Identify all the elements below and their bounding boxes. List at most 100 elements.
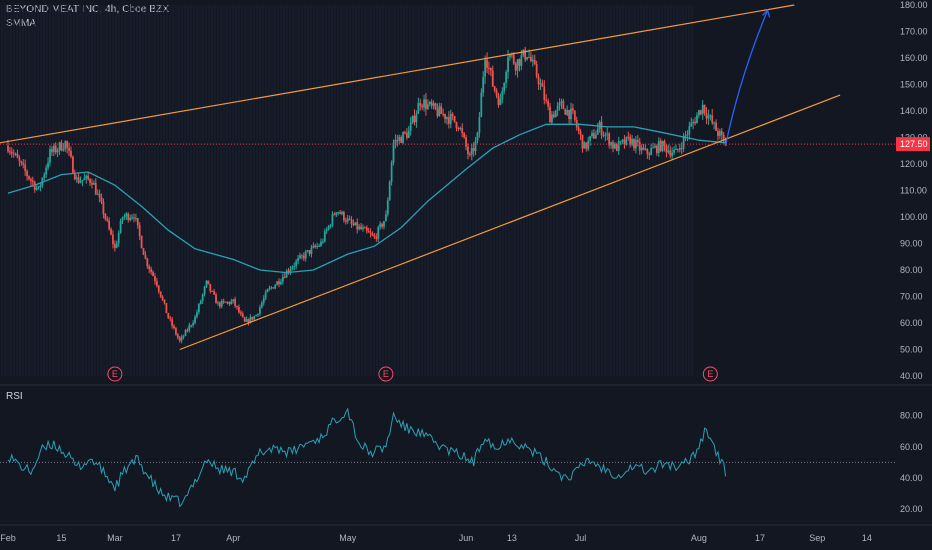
candle-body xyxy=(253,316,256,320)
candle-body xyxy=(234,299,237,306)
candle-body xyxy=(100,197,103,203)
candle-body xyxy=(184,330,187,336)
candle-body xyxy=(449,113,452,124)
candle-body xyxy=(587,140,590,149)
candle-body xyxy=(175,328,177,335)
candle-body xyxy=(568,109,570,120)
candle-body xyxy=(699,110,702,115)
candle-body xyxy=(236,305,238,308)
time-axis-label: 13 xyxy=(507,533,517,543)
projection-arrow-line[interactable] xyxy=(724,10,769,146)
candle-body xyxy=(615,144,618,151)
earnings-marker[interactable] xyxy=(107,366,123,382)
candle-body xyxy=(636,139,639,142)
earnings-marker[interactable] xyxy=(378,366,394,382)
candle-body xyxy=(167,313,170,319)
candle-body xyxy=(365,227,368,231)
price-axis-label: 60.00 xyxy=(900,318,923,328)
candle-body xyxy=(259,307,261,314)
candle-body xyxy=(652,147,654,149)
candle-body xyxy=(671,152,674,156)
candle-body xyxy=(196,312,198,317)
candle-body xyxy=(43,174,46,178)
candle-body xyxy=(52,145,55,152)
price-axis-label: 140.00 xyxy=(900,106,928,116)
projection-arrow-head xyxy=(762,9,771,18)
channel-upper-line[interactable] xyxy=(0,4,795,144)
candle-body xyxy=(83,178,86,181)
candle-body xyxy=(224,301,227,303)
time-axis-label: 14 xyxy=(862,533,872,543)
candle-body xyxy=(407,130,410,138)
candle-body xyxy=(604,134,607,136)
candle-body xyxy=(60,142,63,151)
candle-body xyxy=(610,142,612,146)
candle-body xyxy=(690,123,693,127)
candle-body xyxy=(154,276,156,282)
candle-body xyxy=(396,140,399,142)
candle-body xyxy=(186,330,189,332)
candle-body xyxy=(533,59,536,65)
candle-body xyxy=(30,179,32,181)
candle-body xyxy=(339,212,341,214)
time-axis-label: Apr xyxy=(226,533,240,543)
price-axis-label: 110.00 xyxy=(900,186,927,196)
candle-body xyxy=(215,294,217,304)
candle-body xyxy=(115,243,118,248)
candle-body xyxy=(68,147,70,151)
candle-body xyxy=(411,115,414,123)
candle-body xyxy=(302,255,305,259)
candle-body xyxy=(331,214,334,226)
candle-body xyxy=(260,303,263,308)
candle-body xyxy=(530,56,532,62)
earnings-marker[interactable] xyxy=(702,366,718,382)
candle-body xyxy=(194,316,196,323)
candle-body xyxy=(169,318,172,320)
candle-body xyxy=(28,175,30,180)
candle-body xyxy=(299,255,301,259)
candle-body xyxy=(205,280,208,287)
price-axis-label: 120.00 xyxy=(900,159,928,169)
channel-lower-line[interactable] xyxy=(179,94,841,351)
time-axis-label: May xyxy=(339,533,357,543)
candle-body xyxy=(619,141,622,143)
candle-body xyxy=(373,235,376,238)
candle-body xyxy=(468,154,471,156)
rsi-axis-label: 80.00 xyxy=(900,411,923,421)
candle-body xyxy=(325,229,328,232)
candle-body xyxy=(392,142,395,163)
candle-body xyxy=(245,319,248,322)
candle-body xyxy=(87,175,90,180)
candle-body xyxy=(428,101,431,105)
candle-body xyxy=(488,67,490,69)
candle-body xyxy=(362,227,364,230)
candle-body xyxy=(306,250,309,252)
candle-body xyxy=(96,193,99,195)
candle-body xyxy=(722,134,725,140)
candle-body xyxy=(509,54,511,58)
time-axis-label: Mar xyxy=(107,533,123,543)
candle-body xyxy=(510,54,513,56)
candle-body xyxy=(203,286,206,295)
candle-body xyxy=(438,106,441,116)
chart-title: BEYOND MEAT INC, 4h, Cboe BZX xyxy=(6,4,170,15)
candle-body xyxy=(480,92,483,118)
candle-body xyxy=(375,237,378,239)
candle-body xyxy=(421,105,424,108)
candle-body xyxy=(678,148,681,150)
candle-body xyxy=(155,281,158,286)
candle-body xyxy=(655,145,658,154)
candle-body xyxy=(157,285,160,292)
candle-body xyxy=(470,147,473,155)
candle-body xyxy=(344,220,347,222)
candle-body xyxy=(92,182,95,185)
candle-body xyxy=(444,113,446,120)
candle-body xyxy=(472,147,475,152)
candle-body xyxy=(503,83,506,92)
candle-body xyxy=(713,122,716,124)
candle-body xyxy=(287,270,290,272)
candle-body xyxy=(352,223,355,226)
candle-body xyxy=(337,212,340,214)
candle-body xyxy=(77,177,80,183)
